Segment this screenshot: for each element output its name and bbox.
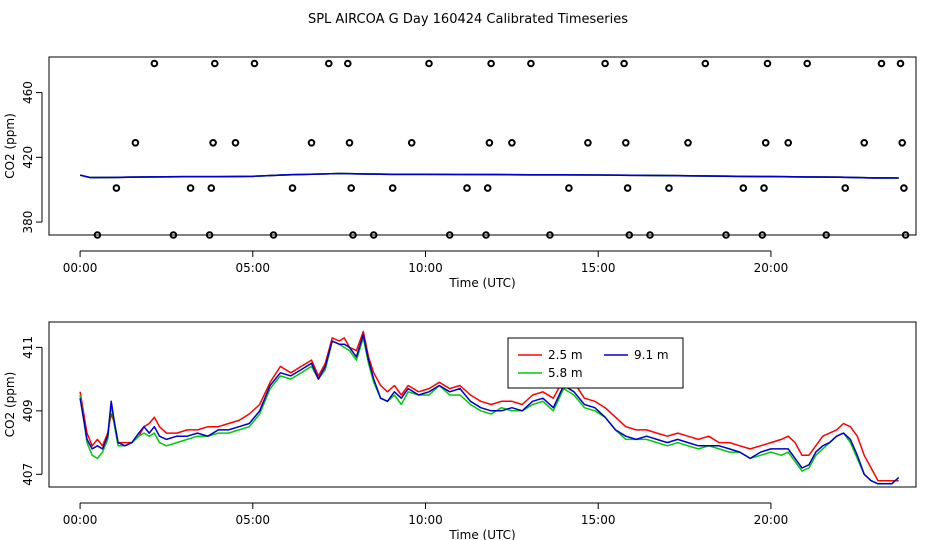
calibration-point (900, 184, 908, 192)
calibration-point (841, 184, 850, 192)
calibration-point (646, 231, 654, 239)
calibration-point (896, 59, 905, 68)
calibration-point (584, 139, 592, 147)
y-axis-label: CO2 (ppm) (3, 372, 17, 438)
calibration-point (211, 59, 219, 68)
x-tick-label: 10:00 (408, 261, 443, 275)
calibration-point (347, 184, 356, 192)
calibration-point (822, 231, 831, 239)
series-line-0 (79, 330, 899, 482)
calibration-point (877, 59, 886, 68)
calibration-point (722, 231, 730, 239)
series-line-1 (79, 337, 900, 485)
series-lines (79, 172, 899, 179)
calibration-point (307, 139, 316, 147)
x-tick-label: 20:00 (754, 261, 789, 275)
calibration-point (207, 184, 216, 192)
y-tick-label: 407 (21, 463, 35, 486)
series-line-2 (79, 172, 899, 179)
calibration-point (445, 231, 454, 239)
calibration-point (760, 184, 768, 192)
calibration-point (150, 59, 159, 68)
calibration-point (623, 184, 632, 192)
calibration-point (622, 139, 630, 147)
calibration-point (625, 231, 634, 239)
chart-title: SPL AIRCOA G Day 160424 Calibrated Times… (308, 12, 628, 27)
series-line-2 (79, 333, 900, 485)
calibration-point (784, 139, 793, 147)
calibration-point (482, 231, 490, 239)
calibration-point (665, 184, 673, 192)
calibration-point (269, 231, 278, 239)
x-tick-label: 00:00 (63, 513, 98, 527)
calibration-point (620, 59, 628, 68)
x-tick-label: 15:00 (581, 261, 616, 275)
calibration-point (701, 59, 710, 68)
x-tick-label: 00:00 (63, 261, 98, 275)
calibration-point (483, 184, 492, 192)
y-axis-label: CO2 (ppm) (3, 113, 17, 179)
calibration-point (803, 59, 812, 68)
series-lines (79, 330, 900, 485)
y-tick-label: 380 (21, 211, 35, 234)
lower-panel: 00:00 05:00 10:00 15:00 20:00 Time (UTC) 407 40… (3, 321, 917, 540)
y-tick-label: 420 (21, 146, 35, 169)
plot-frame (48, 56, 917, 236)
x-tick-label: 15:00 (581, 513, 616, 527)
calibration-point (898, 139, 907, 147)
calibration-point (209, 139, 217, 147)
calibration-point (344, 59, 352, 68)
calibration-point (131, 139, 140, 147)
legend-label: 5.8 m (548, 366, 583, 380)
calibration-point (369, 231, 378, 239)
upper-panel: 00:00 05:00 10:00 15:00 20:00 Time (UTC) 380 42… (3, 56, 917, 290)
calibration-point (93, 231, 102, 239)
legend: 2.5 m 5.8 m 9.1 m (507, 337, 684, 389)
calibration-point (205, 231, 214, 239)
calibration-point (739, 184, 748, 192)
calibration-point (684, 139, 692, 147)
x-tick-label: 20:00 (754, 513, 789, 527)
calibration-point (345, 139, 354, 147)
calibration-point (250, 59, 259, 68)
legend-label: 9.1 m (634, 348, 669, 362)
calibration-point (601, 59, 609, 68)
calibration-point (186, 184, 195, 192)
calibration-point (527, 59, 535, 68)
plot-frame (48, 321, 917, 488)
y-tick-label: 411 (21, 336, 35, 359)
calibration-point (288, 184, 297, 192)
x-axis-label: Time (UTC) (448, 528, 515, 540)
calibration-point (860, 139, 869, 147)
calibration-point (388, 184, 397, 192)
y-tick-label: 409 (21, 399, 35, 422)
calibration-point (349, 231, 357, 239)
calibration-point (485, 139, 494, 147)
calibration-point (758, 231, 767, 239)
legend-box (507, 337, 684, 389)
calibration-point (761, 139, 770, 147)
calibration-point (463, 184, 471, 192)
calibration-point (112, 184, 121, 192)
calibration-points (93, 59, 910, 239)
x-axis-label: Time (UTC) (448, 276, 515, 290)
calibration-point (565, 184, 573, 192)
calibration-point (407, 139, 416, 147)
calibration-point (508, 139, 516, 147)
calibration-point (487, 59, 495, 68)
calibration-point (425, 59, 433, 68)
x-tick-label: 05:00 (235, 261, 270, 275)
y-tick-label: 460 (21, 81, 35, 104)
calibration-point (901, 231, 910, 239)
calibration-point (325, 59, 333, 68)
x-tick-label: 05:00 (235, 513, 270, 527)
x-tick-label: 10:00 (408, 513, 443, 527)
calibration-point (169, 231, 178, 239)
calibration-point (763, 59, 772, 68)
legend-label: 2.5 m (548, 348, 583, 362)
calibration-point (231, 139, 240, 147)
calibration-point (546, 231, 554, 239)
